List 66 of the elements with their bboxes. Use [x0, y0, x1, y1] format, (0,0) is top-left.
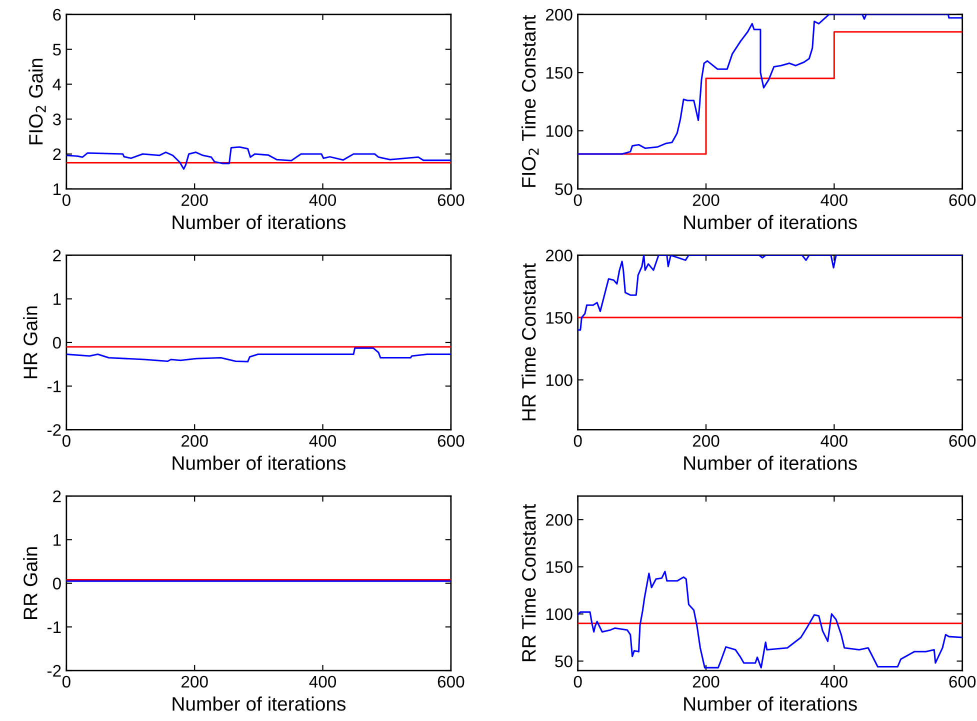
y-axis-title: HR Time Constant — [521, 263, 536, 420]
y-tick-label: 6 — [53, 8, 61, 21]
y-tick-label: 2 — [53, 148, 61, 160]
x-axis-title: Number of iterations — [684, 214, 857, 230]
y-tick-label: 150 — [546, 561, 572, 573]
y-axis-title: RR Gain — [23, 547, 38, 619]
x-tick-label: 0 — [62, 676, 70, 688]
x-tick-label: 400 — [309, 194, 336, 206]
x-tick-label: 400 — [820, 676, 848, 688]
x-tick-label: 400 — [820, 435, 848, 447]
x-tick-label: 0 — [574, 194, 582, 206]
y-tick-label: 100 — [546, 125, 572, 137]
y-tick-label: 50 — [555, 656, 572, 668]
x-tick-label: 200 — [182, 435, 208, 447]
y-axis-title: FIO$_{2}$ Time Constant — [521, 15, 539, 187]
x-tick-label: 600 — [949, 194, 976, 206]
x-axis-title: Number of iterations — [172, 696, 346, 711]
x-tick-label: 400 — [309, 435, 336, 447]
y-tick-label: 1 — [54, 183, 61, 195]
x-tick-label: 600 — [438, 676, 464, 688]
y-tick-label: 2 — [53, 490, 61, 502]
y-tick-label: 200 — [546, 8, 572, 21]
y-tick-label: -1 — [47, 380, 61, 392]
x-tick-label: 200 — [182, 194, 208, 206]
y-tick-label: 3 — [52, 114, 61, 126]
x-tick-label: 0 — [574, 676, 582, 688]
y-tick-label: 0 — [52, 336, 61, 349]
y-tick-label: 100 — [546, 374, 572, 386]
x-axis-title: Number of iterations — [684, 456, 857, 470]
x-tick-label: 200 — [692, 676, 720, 688]
y-tick-label: 200 — [546, 250, 572, 262]
y-tick-label: -2 — [47, 424, 61, 436]
x-axis-title: Number of iterations — [172, 456, 346, 470]
x-tick-label: 200 — [692, 194, 720, 206]
y-tick-label: 200 — [546, 514, 572, 526]
x-tick-label: 0 — [574, 435, 582, 447]
y-tick-label: -1 — [47, 621, 61, 633]
x-tick-label: 400 — [820, 194, 848, 206]
y-tick-label: 1 — [54, 534, 61, 546]
line-series — [578, 570, 962, 668]
x-axis-title: Number of iterations — [684, 696, 857, 711]
x-tick-label: 400 — [309, 676, 336, 688]
x-tick-label: 600 — [438, 435, 464, 447]
line-series — [66, 146, 451, 170]
y-tick-label: 150 — [546, 66, 572, 79]
y-tick-label: -2 — [47, 664, 61, 677]
x-tick-label: 600 — [949, 435, 976, 447]
y-tick-label: 0 — [52, 578, 61, 590]
y-axis-title: HR Gain — [23, 306, 38, 378]
y-axis-title: FIO$_{2}$ Gain — [28, 58, 46, 144]
y-tick-label: 2 — [53, 250, 61, 262]
x-tick-label: 200 — [182, 676, 208, 688]
y-tick-label: 150 — [546, 312, 572, 324]
y-tick-label: 100 — [546, 608, 572, 620]
x-tick-label: 600 — [438, 194, 464, 206]
x-tick-label: 200 — [692, 435, 720, 447]
x-tick-label: 0 — [62, 435, 70, 447]
y-tick-label: 1 — [54, 293, 61, 305]
x-tick-label: 600 — [949, 676, 976, 688]
x-axis-title: Number of iterations — [172, 214, 346, 230]
y-tick-label: 5 — [52, 44, 61, 56]
line-series — [66, 347, 451, 362]
x-tick-label: 0 — [62, 194, 70, 206]
y-axis-title: RR Time Constant — [521, 504, 536, 662]
y-tick-label: 4 — [52, 78, 62, 90]
y-tick-label: 50 — [555, 183, 572, 196]
